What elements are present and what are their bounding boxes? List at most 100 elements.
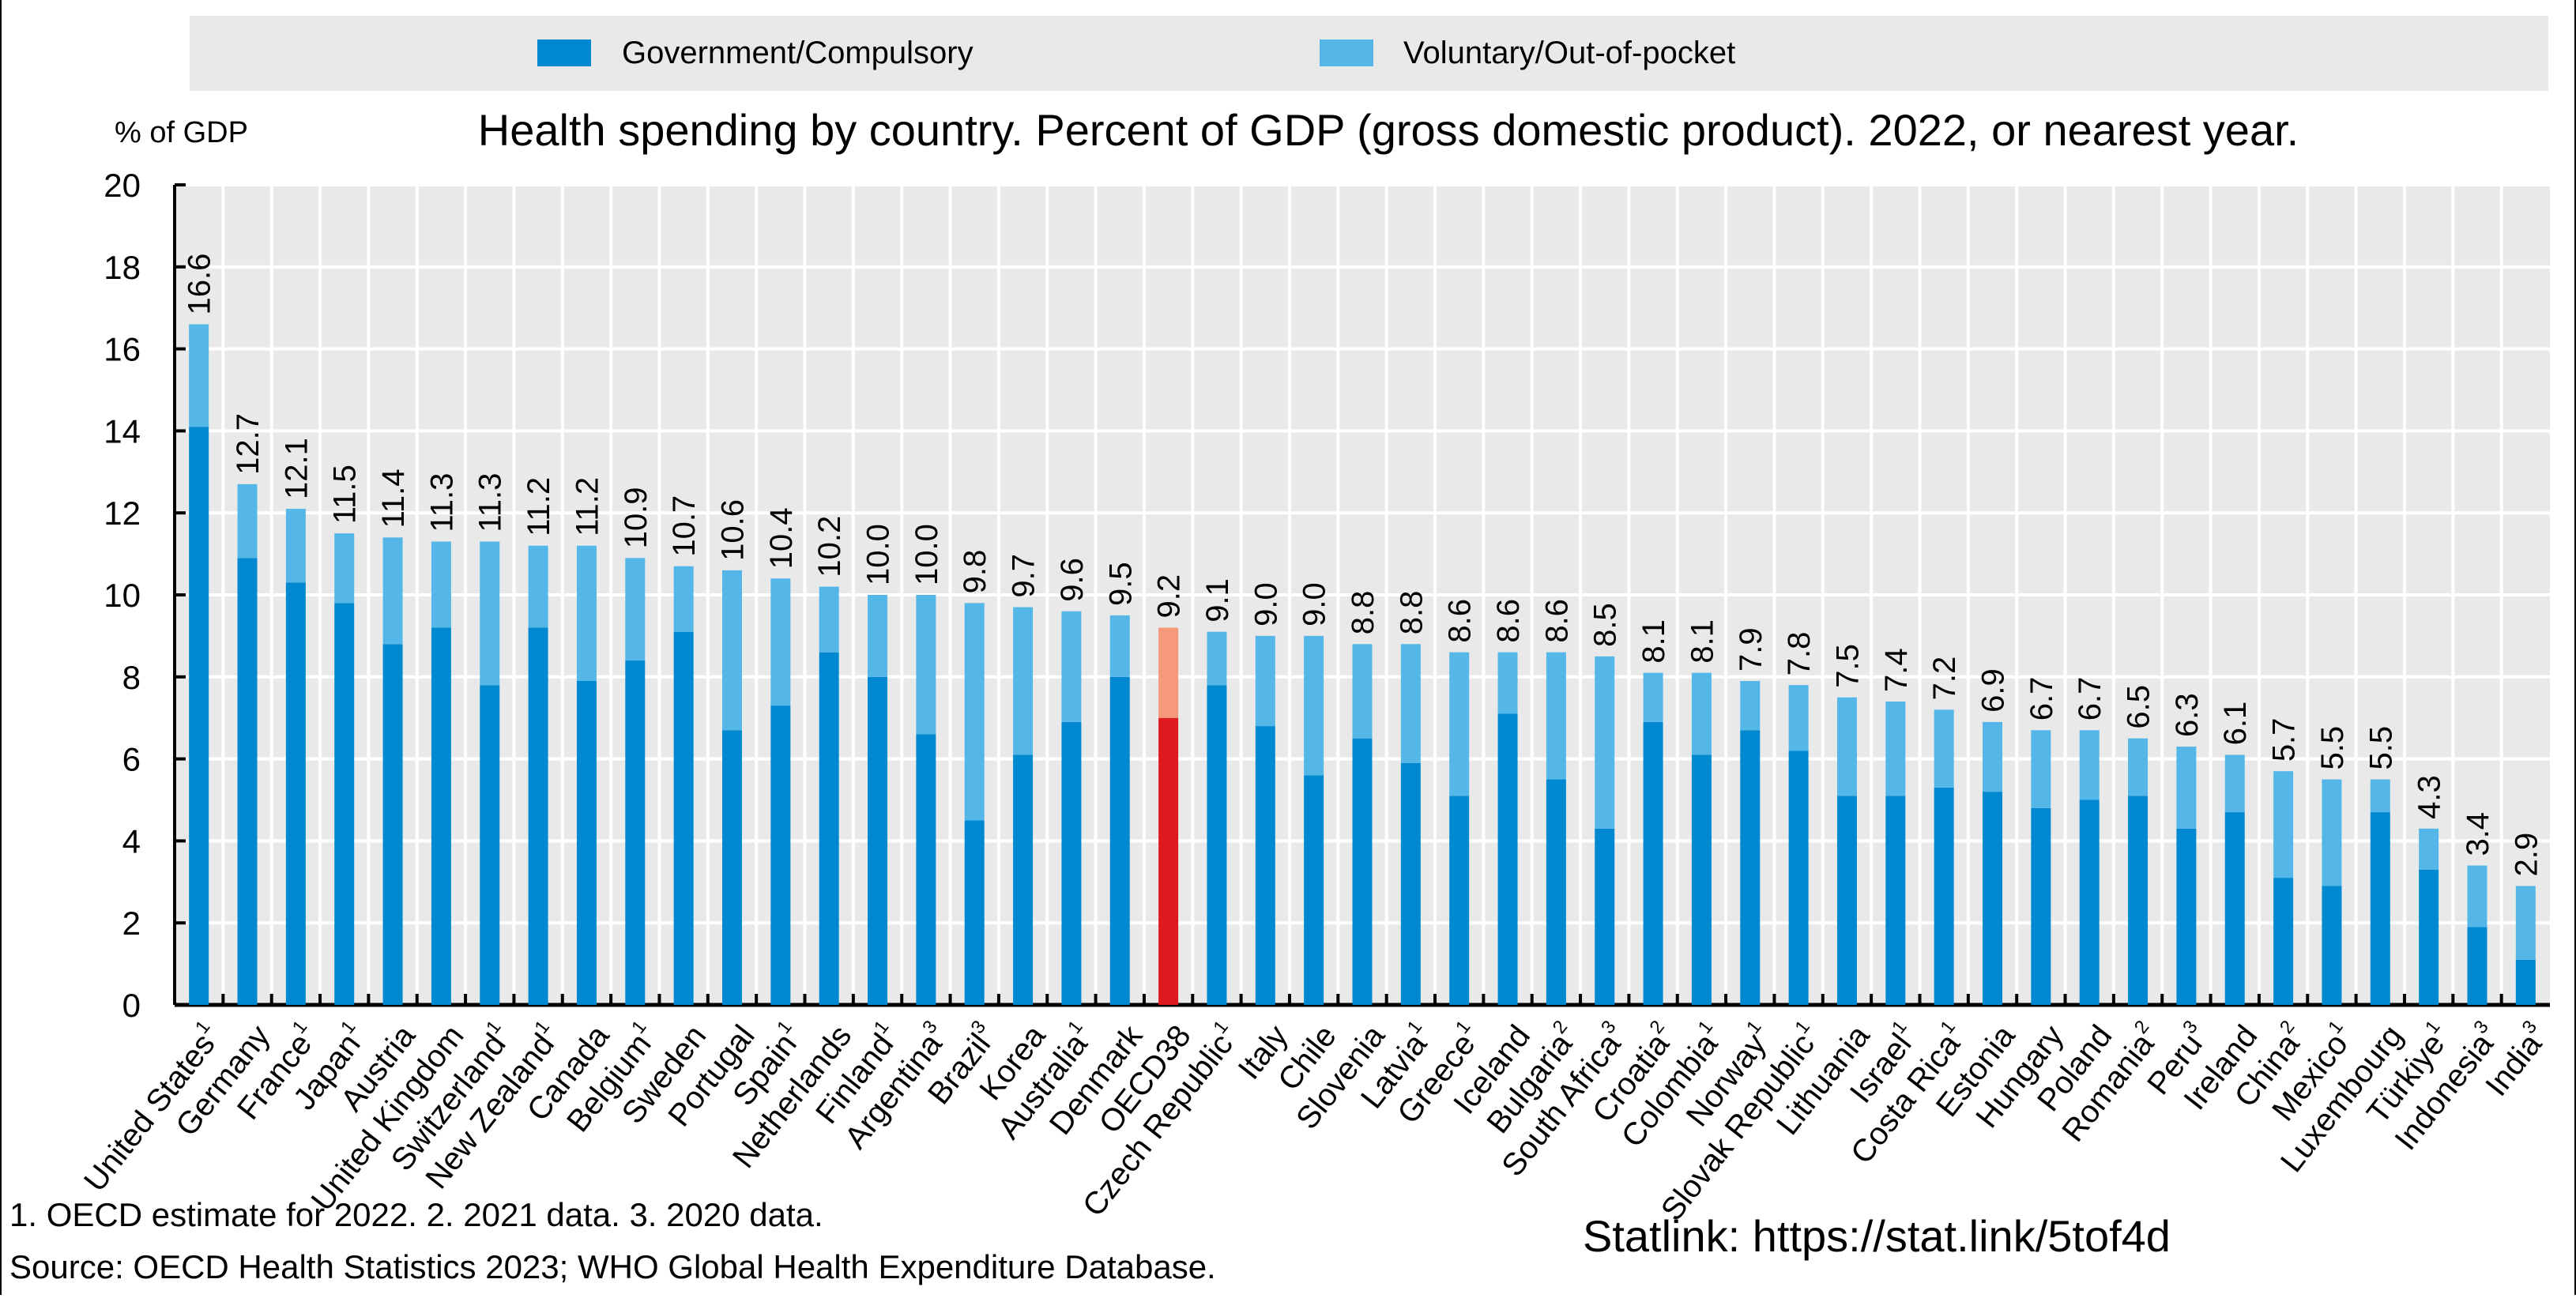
bar-voluntary (576, 545, 597, 681)
footnote-marker: 1 (2421, 1016, 2445, 1037)
bar-government (916, 734, 936, 1005)
bar-voluntary (2515, 886, 2536, 960)
bar-government (334, 603, 355, 1005)
data-label-total: 4.3 (2412, 775, 2447, 819)
data-label-total: 9.7 (1007, 554, 1041, 598)
bar-government (964, 820, 985, 1005)
footnote-marker: 1 (1452, 1016, 1475, 1037)
bar-voluntary (1740, 680, 1761, 731)
footnote-marker: 1 (1209, 1016, 1233, 1037)
bar-voluntary (1207, 631, 1227, 686)
bar-voluntary (1352, 644, 1373, 739)
footnote-marker: 1 (773, 1016, 797, 1037)
data-label-total: 5.5 (2363, 726, 2398, 770)
data-label-total: 11.3 (424, 473, 459, 532)
bar-voluntary (1546, 652, 1566, 780)
data-label-total: 16.6 (183, 254, 217, 315)
data-label-total: 7.5 (1830, 644, 1865, 688)
bar-government (2467, 927, 2487, 1005)
legend-label-voluntary: Voluntary/Out-of-pocket (1403, 36, 1735, 70)
bar-government (2176, 828, 2197, 1005)
data-label-total: 11.5 (328, 465, 363, 524)
bar-government (576, 680, 597, 1005)
data-label-total: 9.0 (1248, 582, 1283, 626)
footnote-marker: 1 (1694, 1016, 1718, 1037)
bar-government (1158, 717, 1179, 1005)
bar-government (2515, 959, 2536, 1005)
footnote-marker: 1 (870, 1016, 894, 1037)
bar-voluntary (1109, 615, 1130, 677)
data-label-total: 5.5 (2315, 726, 2350, 770)
bar-voluntary (2079, 730, 2100, 800)
bar-government (2273, 878, 2294, 1005)
bar-government (1255, 726, 1275, 1005)
bar-voluntary (1836, 697, 1857, 796)
bar-government (1740, 730, 1761, 1005)
bar-voluntary (1788, 685, 1809, 751)
bar-government (1400, 762, 1421, 1005)
data-label-total: 8.1 (1685, 619, 1719, 664)
legend-swatch-government (537, 40, 591, 66)
bar-government (2224, 812, 2245, 1005)
data-label-total: 8.6 (1539, 599, 1574, 643)
data-label-total: 7.9 (1734, 627, 1768, 672)
bar-government (2419, 869, 2439, 1005)
bar-voluntary (285, 509, 306, 583)
bar-government (721, 730, 742, 1005)
bar-government (1497, 713, 1518, 1005)
bar-government (2031, 807, 2051, 1005)
bar-voluntary (480, 541, 500, 686)
bar-voluntary (2176, 747, 2197, 829)
footnote-marker: 3 (2469, 1016, 2493, 1037)
bar-government (1352, 738, 1373, 1005)
bar-voluntary (1885, 701, 1906, 796)
bar-voluntary (673, 566, 694, 632)
data-label-total: 8.8 (1346, 591, 1380, 635)
y-tick-label: 18 (104, 249, 141, 286)
footnote-marker: 1 (627, 1016, 651, 1037)
footnote-marker: 1 (337, 1016, 360, 1037)
footnote-marker: 1 (482, 1016, 506, 1037)
legend-swatch-voluntary (1320, 40, 1373, 66)
bar-government (431, 627, 451, 1005)
y-tick-label: 20 (104, 167, 141, 204)
footnote-marker: 1 (191, 1016, 215, 1037)
bar-voluntary (2370, 779, 2390, 813)
bar-voluntary (1158, 627, 1179, 718)
bar-government (2322, 886, 2342, 1005)
statlink[interactable]: Statlink: https://stat.link/5tof4d (1583, 1211, 2171, 1261)
bar-government (1304, 775, 1324, 1005)
data-label-total: 11.2 (570, 477, 604, 536)
data-label-total: 12.1 (279, 438, 314, 499)
data-label-total: 7.8 (1782, 632, 1817, 676)
y-tick-label: 12 (104, 495, 141, 532)
data-label-total: 5.7 (2267, 718, 2302, 762)
bar-government (625, 660, 646, 1005)
bar-voluntary (2128, 738, 2149, 796)
data-label-total: 9.0 (1297, 582, 1332, 626)
bar-voluntary (1449, 652, 1470, 796)
footnote-source: Source: OECD Health Statistics 2023; WHO… (9, 1248, 1216, 1285)
bar-government (189, 427, 209, 1005)
bar-voluntary (189, 324, 209, 427)
bar-government (480, 685, 500, 1005)
data-label-total: 9.6 (1055, 558, 1090, 602)
bar-voluntary (1643, 672, 1663, 722)
data-label-total: 6.1 (2218, 702, 2253, 746)
footnote-marker: 2 (2276, 1016, 2299, 1037)
data-label-total: 8.6 (1443, 599, 1478, 643)
bar-government (819, 652, 839, 1005)
footnote-marker: 3 (2518, 1016, 2541, 1037)
data-label-total: 10.2 (812, 516, 847, 578)
bar-voluntary (528, 545, 548, 628)
footnote-marker: 3 (966, 1016, 990, 1037)
y-tick-label: 0 (122, 987, 141, 1024)
footnote-notes: 1. OECD estimate for 2022. 2. 2021 data.… (9, 1196, 823, 1233)
bar-government (1788, 751, 1809, 1005)
footnote-marker: 1 (1742, 1016, 1766, 1037)
data-label-total: 6.5 (2122, 685, 2156, 729)
legend-label-government: Government/Compulsory (622, 36, 974, 70)
data-label-total: 9.2 (1152, 574, 1187, 619)
bar-voluntary (964, 603, 985, 821)
